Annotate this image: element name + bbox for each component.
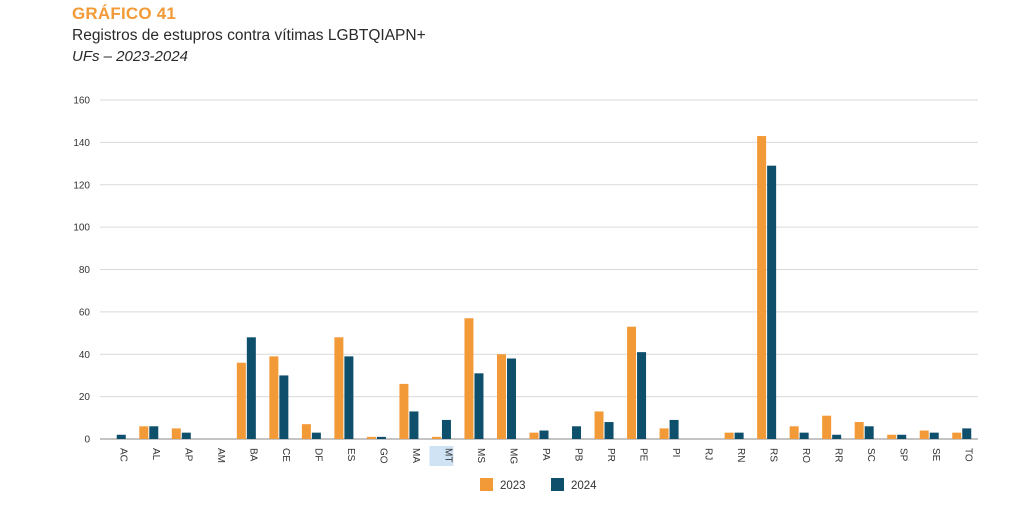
- x-tick-label-ms: MS: [475, 448, 486, 463]
- legend-swatch-2024: [551, 478, 564, 491]
- bar-2023-mt: [431, 436, 441, 439]
- bar-2023-mg: [496, 354, 506, 439]
- legend-label-2023: 2023: [500, 480, 526, 492]
- bar-2024-ce: [279, 375, 289, 439]
- chart-header: GRÁFICO 41 Registros de estupros contra …: [72, 4, 426, 65]
- bar-2024-rr: [832, 434, 842, 439]
- bar-2024-pb: [572, 426, 582, 439]
- y-tick-label: 40: [79, 350, 91, 361]
- x-tick-label-sp: SP: [898, 448, 909, 462]
- x-tick-label-rj: RJ: [703, 448, 714, 460]
- x-tick-label-ap: AP: [182, 448, 193, 462]
- x-tick-label-sc: SC: [865, 448, 876, 462]
- y-tick-label: 140: [73, 138, 90, 149]
- bar-2023-df: [301, 424, 311, 439]
- bar-2024-mt: [441, 419, 451, 439]
- x-tick-label-pe: PE: [638, 448, 649, 462]
- x-tick-label-am: AM: [215, 448, 226, 463]
- x-tick-label-pa: PA: [540, 448, 551, 461]
- bar-2023-ms: [464, 318, 474, 439]
- x-tick-label-rr: RR: [833, 448, 844, 462]
- y-tick-label: 120: [73, 180, 90, 191]
- bar-2023-sc: [854, 422, 864, 439]
- bar-2023-pe: [627, 326, 637, 439]
- bar-2023-pi: [659, 428, 669, 439]
- x-tick-label-es: ES: [345, 448, 356, 462]
- bar-2023-ma: [399, 383, 409, 439]
- x-tick-label-pr: PR: [605, 448, 616, 462]
- bar-2023-ap: [171, 428, 181, 439]
- x-tick-label-ba: BA: [247, 448, 258, 462]
- bar-2024-pe: [637, 352, 647, 439]
- bar-2024-ro: [799, 432, 809, 439]
- x-tick-label-ac: AC: [117, 448, 128, 462]
- bar-2024-rs: [767, 165, 777, 439]
- bar-2024-pa: [539, 430, 549, 439]
- bar-2024-sc: [864, 426, 874, 439]
- bar-2023-ce: [269, 356, 279, 439]
- legend-swatch-2023: [480, 478, 493, 491]
- bar-2023-rn: [724, 432, 734, 439]
- x-tick-label-pi: PI: [670, 448, 681, 457]
- bar-2024-al: [149, 426, 159, 439]
- bar-2024-ms: [474, 373, 484, 439]
- bar-2023-rr: [822, 415, 832, 439]
- bar-2024-sp: [897, 434, 907, 439]
- chart-subtitle: UFs – 2023-2024: [72, 48, 188, 65]
- bar-2024-ba: [246, 337, 256, 439]
- bar-2024-pr: [604, 422, 614, 439]
- x-tick-label-mt: MT: [442, 448, 453, 462]
- x-tick-label-se: SE: [930, 448, 941, 462]
- bar-2024-ac: [116, 434, 126, 439]
- bar-2024-es: [344, 356, 354, 439]
- bar-2024-pi: [669, 419, 679, 439]
- bar-2024-go: [376, 436, 386, 439]
- bar-2023-al: [139, 426, 149, 439]
- bar-2023-sp: [887, 434, 897, 439]
- bar-2023-go: [366, 436, 376, 439]
- x-tick-label-ro: RO: [800, 448, 811, 463]
- bar-2023-ro: [789, 426, 799, 439]
- x-tick-label-ma: MA: [410, 448, 421, 463]
- bar-2024-df: [311, 432, 321, 439]
- y-tick-label: 20: [79, 392, 91, 403]
- x-tick-label-rn: RN: [735, 448, 746, 462]
- bar-2023-es: [334, 337, 344, 439]
- x-tick-label-df: DF: [312, 448, 323, 461]
- y-tick-label: 60: [79, 307, 91, 318]
- bar-2023-pa: [529, 432, 539, 439]
- bar-2024-ap: [181, 432, 191, 439]
- bar-2023-se: [919, 430, 929, 439]
- chart-kicker: GRÁFICO 41: [72, 4, 177, 23]
- category-highlight: [429, 446, 454, 466]
- bar-2024-se: [929, 432, 939, 439]
- y-tick-label: 100: [73, 223, 90, 234]
- chart-title: Registros de estupros contra vítimas LGB…: [72, 27, 426, 44]
- x-tick-label-pb: PB: [573, 448, 584, 462]
- x-tick-label-ce: CE: [280, 448, 291, 462]
- bar-2023-rs: [757, 136, 767, 440]
- bar-2024-to: [962, 428, 972, 439]
- bar-2023-ba: [236, 362, 246, 439]
- bar-2023-pr: [594, 411, 604, 439]
- x-tick-label-rs: RS: [768, 448, 779, 462]
- y-tick-label: 80: [79, 265, 91, 276]
- bar-2024-ma: [409, 411, 419, 439]
- bar-2024-mg: [506, 358, 516, 439]
- y-tick-label: 160: [73, 96, 90, 107]
- bar-2023-to: [952, 432, 962, 439]
- x-tick-label-go: GO: [377, 448, 388, 464]
- x-tick-label-al: AL: [150, 448, 161, 461]
- bar-2024-rn: [734, 432, 744, 439]
- x-tick-label-mg: MG: [507, 448, 518, 464]
- y-tick-label: 0: [84, 435, 90, 446]
- x-tick-label-to: TO: [963, 448, 974, 462]
- legend-label-2024: 2024: [571, 480, 597, 492]
